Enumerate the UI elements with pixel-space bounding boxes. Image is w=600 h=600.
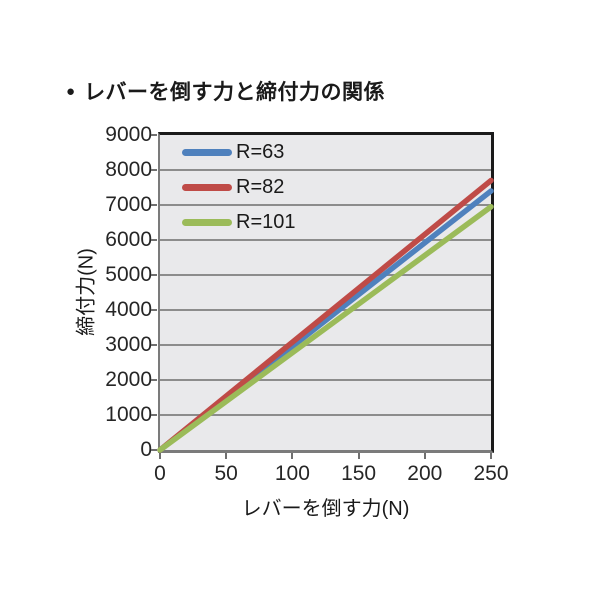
y-tick-label-0: 0 [140,438,152,461]
y-tick-mark-4000 [151,309,157,311]
series-line-r82 [157,177,494,453]
legend-item-r82: R=82 [182,176,284,198]
y-tick-mark-1000 [151,414,157,416]
gridline-y-3000 [160,344,491,346]
y-tick-mark-0 [151,449,157,451]
x-tick-mark-50 [225,453,228,459]
legend-label: R=82 [236,176,285,198]
gridline-y-8000 [160,169,491,171]
chart-title: レバーを倒す力と締付力の関係 [84,81,386,104]
x-tick-label-150: 150 [341,462,377,485]
gridline-y-6000 [160,239,491,241]
x-tick-mark-250 [490,453,492,459]
y-tick-label-7000: 7000 [105,193,152,216]
x-tick-label-50: 50 [214,462,238,485]
legend-label: R=101 [236,211,296,233]
x-tick-mark-200 [423,453,426,459]
x-tick-label-0: 0 [154,462,166,485]
bullet-icon: ● [66,82,76,100]
x-tick-mark-100 [291,453,294,459]
gridline-y-7000 [160,204,491,206]
x-tick-label-100: 100 [274,462,310,485]
gridline-y-1000 [160,414,491,416]
y-tick-label-9000: 9000 [105,123,152,146]
y-tick-mark-6000 [151,239,157,241]
y-tick-label-5000: 5000 [105,263,152,286]
gridline-y-2000 [160,379,491,381]
y-tick-mark-8000 [151,169,157,171]
legend-swatch-r101 [182,218,232,226]
y-tick-mark-2000 [151,379,157,381]
y-tick-label-6000: 6000 [105,228,152,251]
series-line-r101 [157,204,494,453]
gridline-y-4000 [160,309,491,311]
legend-item-r63: R=63 [182,141,284,163]
legend-swatch-r82 [182,183,232,191]
y-tick-mark-9000 [151,134,157,136]
y-tick-label-8000: 8000 [105,158,152,181]
legend-label: R=63 [236,141,285,163]
legend-swatch-r63 [182,148,232,156]
y-tick-label-3000: 3000 [105,333,152,356]
y-tick-mark-5000 [151,274,157,276]
x-axis-title: レバーを倒す力(N) [241,498,410,520]
plot-area: R=63 R=82 R=101 [157,132,494,453]
y-tick-label-1000: 1000 [105,403,152,426]
x-tick-label-200: 200 [407,462,443,485]
legend-item-r101: R=101 [182,211,296,233]
gridline-y-5000 [160,274,491,276]
x-tick-mark-0 [159,453,161,459]
y-tick-mark-3000 [151,344,157,346]
y-tick-mark-7000 [151,204,157,206]
y-tick-label-4000: 4000 [105,298,152,321]
x-tick-label-250: 250 [473,462,509,485]
y-tick-label-2000: 2000 [105,368,152,391]
chart-title-row: ● レバーを倒す力と締付力の関係 [66,76,385,106]
line-series-svg [157,177,494,453]
x-tick-mark-150 [357,453,360,459]
